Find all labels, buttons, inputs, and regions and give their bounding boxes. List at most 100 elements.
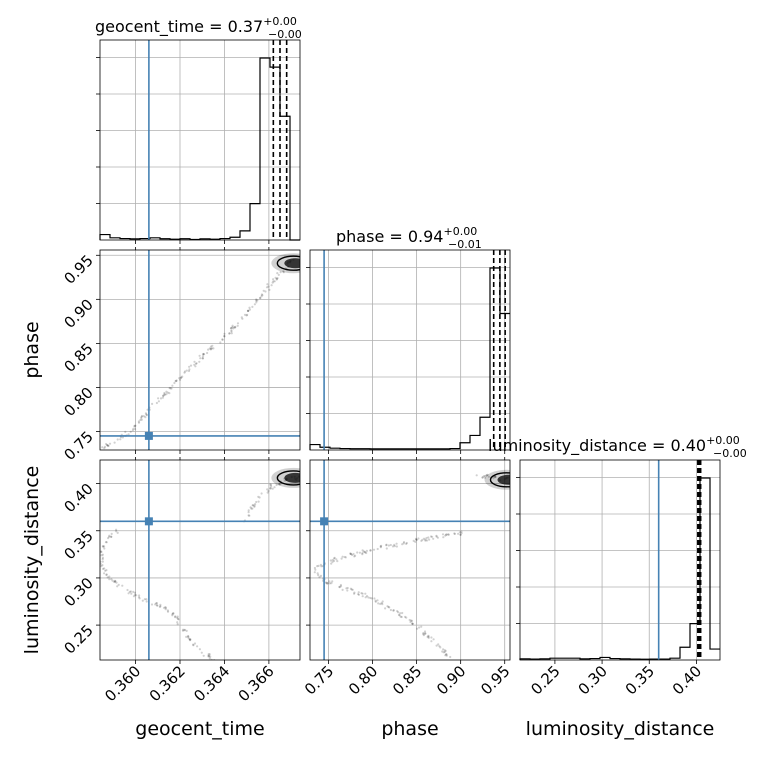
sample-point	[201, 357, 204, 360]
sample-point	[405, 616, 408, 619]
sample-point	[442, 648, 445, 651]
sample-point	[188, 365, 191, 368]
sample-point	[206, 351, 209, 355]
sample-point	[361, 553, 364, 556]
sample-point	[331, 560, 334, 564]
sample-point	[189, 638, 192, 641]
sample-point	[137, 420, 140, 423]
sample-point	[251, 504, 254, 507]
xtick-label-luminosity-distance-1: 0.30	[575, 662, 611, 698]
sample-point	[484, 476, 487, 479]
sample-point	[373, 597, 376, 600]
sample-point	[143, 598, 146, 601]
title-phase-minus: −0.01	[448, 238, 482, 251]
sample-point	[443, 649, 446, 652]
sample-point	[339, 583, 342, 587]
xlabel-luminosity-distance: luminosity_distance	[526, 718, 715, 740]
sample-point	[101, 558, 104, 561]
sample-point	[351, 588, 354, 591]
sample-point	[361, 595, 364, 598]
sample-point	[344, 556, 347, 559]
sample-point	[247, 509, 250, 512]
sample-point	[444, 649, 447, 653]
scatter-area	[100, 460, 300, 660]
sample-point	[176, 616, 179, 619]
sample-point	[376, 547, 379, 551]
sample-point	[116, 531, 119, 535]
sample-point	[443, 650, 446, 654]
sample-point	[208, 653, 211, 656]
sample-point	[340, 557, 343, 560]
sample-point	[188, 368, 191, 371]
sample-point	[432, 537, 435, 540]
sample-point	[273, 486, 276, 489]
sample-point	[328, 582, 331, 585]
sample-point	[389, 608, 392, 612]
sample-point	[101, 446, 104, 449]
sample-point	[385, 544, 388, 547]
sample-point	[427, 635, 430, 638]
sample-point	[144, 412, 147, 415]
sample-point	[317, 574, 320, 577]
truth-marker	[320, 517, 329, 526]
sample-point	[232, 327, 235, 330]
sample-point	[428, 538, 431, 541]
sample-point	[481, 476, 484, 479]
sample-point	[132, 595, 136, 598]
sample-point	[482, 475, 485, 478]
sample-point	[145, 413, 148, 416]
sample-point	[259, 296, 262, 299]
sample-point	[144, 416, 147, 419]
sample-point	[435, 535, 438, 538]
sample-point	[126, 588, 129, 592]
sample-point	[328, 580, 331, 583]
sample-point	[349, 587, 352, 590]
sample-point	[357, 593, 360, 596]
sample-point	[180, 376, 183, 379]
sample-point	[132, 427, 135, 430]
sample-point	[341, 588, 344, 592]
sample-point	[338, 585, 341, 589]
sample-point	[233, 326, 236, 329]
sample-point	[110, 578, 113, 581]
sample-point	[228, 332, 231, 335]
sample-point	[133, 425, 136, 428]
sample-point	[438, 645, 441, 648]
sample-point	[387, 544, 390, 547]
sample-point	[402, 541, 406, 544]
sample-point	[105, 569, 108, 572]
sample-point	[103, 567, 106, 570]
sample-point	[247, 309, 250, 312]
xlabel-geocent-time: geocent_time	[135, 718, 264, 740]
sample-point	[115, 581, 118, 584]
density-contour	[489, 472, 510, 488]
hist-panel-geocent_time	[96, 39, 301, 244]
sample-point	[365, 551, 368, 555]
sample-point	[192, 643, 195, 646]
sample-point	[483, 475, 487, 478]
sample-point	[384, 607, 387, 610]
sample-point	[275, 278, 278, 281]
sample-point	[151, 402, 154, 405]
sample-point	[365, 549, 368, 553]
sample-point	[354, 554, 357, 557]
sample-point	[444, 534, 447, 537]
sample-point	[173, 381, 176, 385]
sample-point	[208, 654, 211, 657]
title-geocent-time-value: 0.37	[228, 17, 264, 36]
sample-point	[171, 614, 174, 617]
sample-point	[124, 430, 127, 433]
sample-point	[100, 565, 103, 568]
sample-point	[351, 553, 354, 557]
sample-point	[400, 615, 403, 619]
sample-point	[176, 621, 179, 624]
sample-point	[209, 655, 212, 658]
sample-point	[360, 592, 363, 595]
sample-point	[393, 543, 396, 547]
sample-point	[445, 653, 448, 656]
sample-point	[332, 559, 336, 563]
sample-point	[134, 428, 137, 431]
sample-point	[139, 418, 142, 422]
title-luminosity-distance-plus: +0.00	[706, 434, 740, 447]
sample-point	[316, 565, 319, 568]
